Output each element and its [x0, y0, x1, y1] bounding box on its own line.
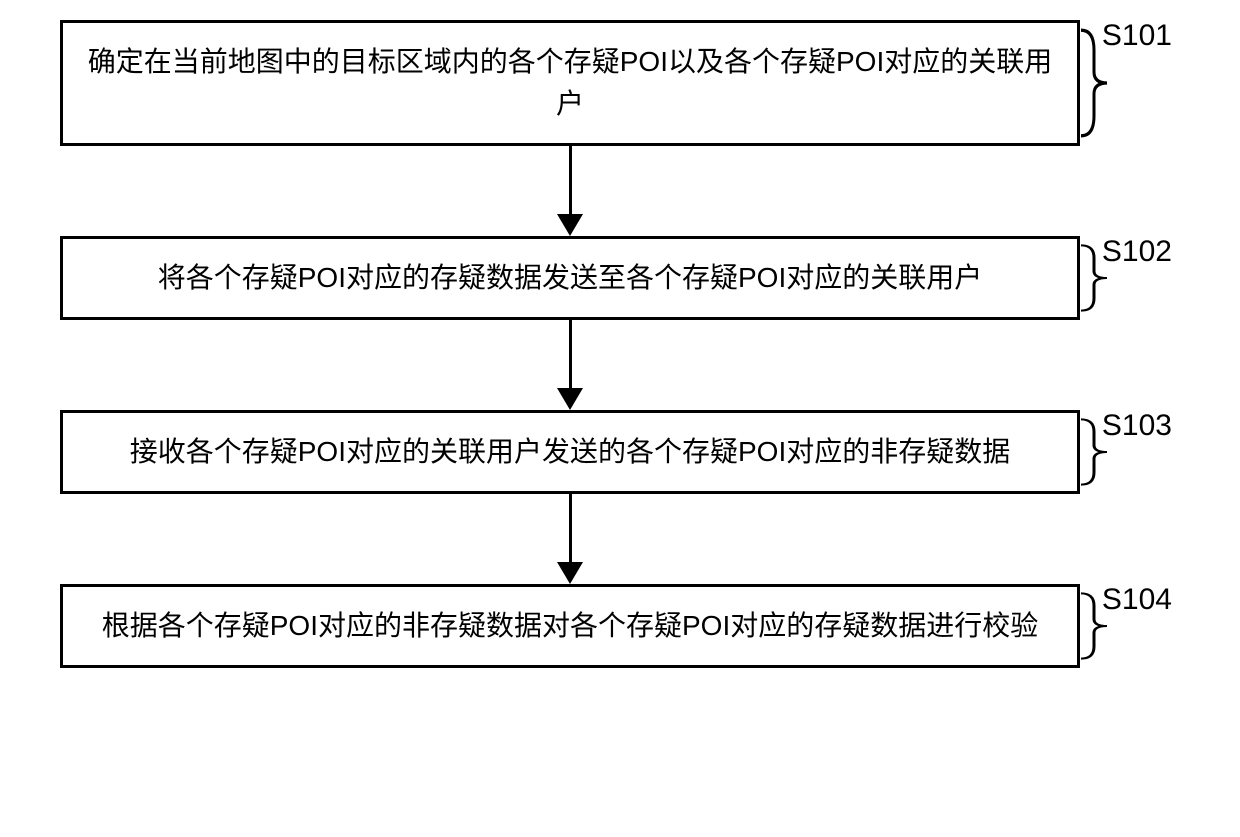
step-box-4: 根据各个存疑POI对应的非存疑数据对各个存疑POI对应的存疑数据进行校验 S10… [60, 584, 1080, 668]
step-box-1: 确定在当前地图中的目标区域内的各个存疑POI以及各个存疑POI对应的关联用户 S… [60, 20, 1080, 146]
arrow-line-3 [569, 494, 572, 562]
step-text-4: 根据各个存疑POI对应的非存疑数据对各个存疑POI对应的存疑数据进行校验 [102, 610, 1038, 641]
step-row-3: 接收各个存疑POI对应的关联用户发送的各个存疑POI对应的非存疑数据 S103 [60, 410, 1180, 494]
arrow-head-1 [557, 214, 583, 236]
step-text-2: 将各个存疑POI对应的存疑数据发送至各个存疑POI对应的关联用户 [158, 262, 982, 293]
step-row-4: 根据各个存疑POI对应的非存疑数据对各个存疑POI对应的存疑数据进行校验 S10… [60, 584, 1180, 668]
step-label-1: S101 [1102, 13, 1172, 58]
arrow-3 [60, 494, 1080, 584]
step-row-1: 确定在当前地图中的目标区域内的各个存疑POI以及各个存疑POI对应的关联用户 S… [60, 20, 1180, 146]
step-text-1: 确定在当前地图中的目标区域内的各个存疑POI以及各个存疑POI对应的关联用户 [88, 46, 1052, 119]
arrow-head-3 [557, 562, 583, 584]
arrow-1 [60, 146, 1080, 236]
arrow-line-2 [569, 320, 572, 388]
arrow-head-2 [557, 388, 583, 410]
arrow-2 [60, 320, 1080, 410]
step-label-2: S102 [1102, 229, 1172, 274]
flowchart-container: 确定在当前地图中的目标区域内的各个存疑POI以及各个存疑POI对应的关联用户 S… [60, 20, 1180, 668]
step-text-3: 接收各个存疑POI对应的关联用户发送的各个存疑POI对应的非存疑数据 [130, 436, 1010, 467]
step-box-2: 将各个存疑POI对应的存疑数据发送至各个存疑POI对应的关联用户 S102 [60, 236, 1080, 320]
step-row-2: 将各个存疑POI对应的存疑数据发送至各个存疑POI对应的关联用户 S102 [60, 236, 1180, 320]
arrow-line-1 [569, 146, 572, 214]
step-box-3: 接收各个存疑POI对应的关联用户发送的各个存疑POI对应的非存疑数据 S103 [60, 410, 1080, 494]
step-label-3: S103 [1102, 403, 1172, 448]
step-label-4: S104 [1102, 577, 1172, 622]
